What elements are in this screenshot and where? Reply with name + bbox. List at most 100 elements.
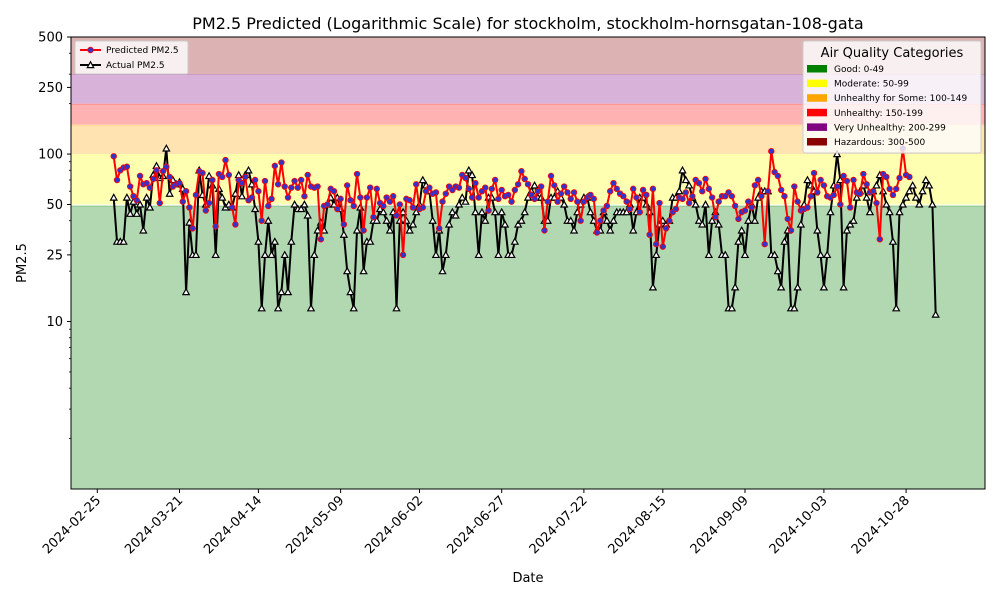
series-0-point-114 [485,207,492,214]
series-0-point-174 [682,189,690,196]
series-1-point-70 [339,230,349,238]
series-1-point-116 [490,207,500,216]
series-1-point-244 [911,193,921,201]
series-0-point-208 [794,198,801,205]
series-1-point-8 [135,200,145,208]
series-0-point-157 [626,205,634,213]
series-0-point-211 [804,204,811,211]
series-1-point-242 [905,186,914,195]
series-0-point-146 [590,195,597,203]
series-1-point-241 [901,193,911,201]
x-tick-label-5: 2024-06-27 [444,493,508,557]
series-0-point-79 [370,213,377,221]
series-1-point-53 [283,287,293,296]
series-0-point-232 [873,199,880,207]
series-1-point-11 [145,203,155,211]
series-1-point-190 [734,237,743,245]
series-0-point-14 [156,199,163,207]
chart-title: PM2.5 Predicted (Logarithmic Scale) for … [192,14,863,33]
series-0-point-27 [199,169,206,177]
series-0-point-107 [462,174,469,182]
series-1-point-222 [839,282,848,291]
series-0-point-155 [620,193,627,200]
series-1-point-237 [888,237,898,245]
series-0-point-99 [436,225,443,232]
series-1-point-51 [277,287,286,296]
series-0-point-96 [426,184,433,191]
category-legend: Air Quality Categories Good: 0-49 Moderate… [802,40,982,154]
series-1-point-245 [915,200,924,208]
series-0-point-92 [413,181,420,188]
series-1-point-76 [359,266,368,275]
series-1-point-214 [813,225,822,234]
series-0-point-100 [439,198,446,205]
x-tick-label-1: 2024-03-21 [122,493,186,557]
category-legend-box [802,40,982,154]
series-0-point-101 [442,190,450,197]
series-1-point-59 [303,211,312,219]
series-0-point-62 [314,183,321,190]
series-1-point-150 [602,216,612,224]
series-0-point-28 [202,207,209,214]
series-1-point-186 [721,250,730,259]
series-0-point-224 [847,204,854,211]
series-0-point-206 [787,227,795,234]
series-0-point-49 [271,162,279,170]
series-0-point-42 [248,194,256,201]
series-1-point-49 [270,237,280,245]
series-1-point-125 [520,207,529,216]
series-1-point-82 [379,207,388,216]
series-0-point-140 [570,189,578,196]
x-axis-label: Date [512,571,543,586]
series-legend-label-1: Actual PM2.5 [106,61,165,71]
series-1-point-224 [845,219,855,228]
series-0-point-51 [278,159,285,166]
series-0-point-65 [324,201,331,208]
series-0-point-36 [228,204,236,211]
y-tick-label-3: 100 [38,148,63,163]
series-1-point-41 [244,165,253,174]
series-0-point-150 [603,202,611,210]
series-1-point-62 [313,225,322,234]
series-1-point-191 [737,225,746,234]
series-1-point-94 [418,175,428,184]
series-0-point-149 [600,207,607,214]
series-0-point-215 [817,176,824,184]
series-1-point-44 [254,237,263,245]
category-legend-swatch-4 [807,123,827,131]
series-0-point-53 [284,194,292,201]
series-0-point-98 [432,189,440,196]
series-1-point-239 [895,207,904,216]
series-0-point-68 [334,205,341,213]
series-1-point-229 [862,193,871,201]
series-1-point-209 [796,219,806,228]
series-1-point-223 [842,225,852,234]
series-0-point-88 [399,251,407,259]
series-0-point-23 [186,204,193,211]
series-0-point-173 [679,195,686,203]
series-1-point-43 [250,204,260,213]
series-0-point-44 [255,188,262,195]
series-0-point-90 [406,197,413,204]
series-0-point-134 [551,182,558,189]
series-0-point-122 [511,186,519,194]
series-0-point-136 [557,190,565,197]
series-1-point-177 [691,200,700,208]
series-0-point-74 [353,170,361,178]
series-1-point-58 [300,200,309,208]
series-0-point-220 [833,183,841,190]
series-0-point-190 [735,215,742,223]
series-0-point-139 [567,195,574,203]
series-1-point-182 [707,216,717,224]
series-0-point-50 [274,181,282,188]
series-1-point-50 [273,303,283,312]
series-0-point-12 [149,175,157,183]
series-0-point-223 [843,177,851,185]
series-1-point-74 [352,225,362,234]
series-1-point-121 [507,250,516,259]
series-0-point-45 [258,217,265,224]
series-1-point-173 [678,165,687,174]
series-1-point-5 [125,209,135,217]
series-0-point-135 [554,198,561,205]
x-tick-label-4: 2024-06-02 [362,493,426,557]
